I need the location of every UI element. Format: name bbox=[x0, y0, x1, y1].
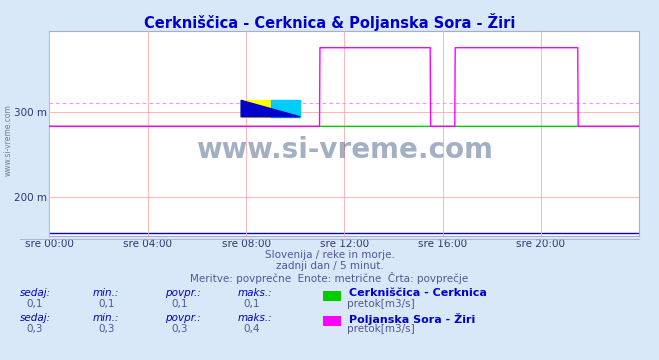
Text: 0,3: 0,3 bbox=[26, 324, 43, 334]
Text: 0,1: 0,1 bbox=[244, 299, 260, 309]
Text: www.si-vreme.com: www.si-vreme.com bbox=[196, 136, 493, 163]
Text: maks.:: maks.: bbox=[237, 288, 272, 298]
Text: povpr.:: povpr.: bbox=[165, 288, 200, 298]
Polygon shape bbox=[241, 100, 300, 117]
Text: zadnji dan / 5 minut.: zadnji dan / 5 minut. bbox=[275, 261, 384, 271]
Text: www.si-vreme.com: www.si-vreme.com bbox=[3, 104, 13, 176]
Text: pretok[m3/s]: pretok[m3/s] bbox=[347, 299, 415, 309]
Text: min.:: min.: bbox=[92, 313, 119, 323]
Text: 0,1: 0,1 bbox=[26, 299, 43, 309]
Text: 0,4: 0,4 bbox=[244, 324, 260, 334]
Text: Slovenija / reke in morje.: Slovenija / reke in morje. bbox=[264, 250, 395, 260]
FancyBboxPatch shape bbox=[241, 100, 271, 117]
Text: 0,3: 0,3 bbox=[171, 324, 188, 334]
Text: povpr.:: povpr.: bbox=[165, 313, 200, 323]
Text: pretok[m3/s]: pretok[m3/s] bbox=[347, 324, 415, 334]
FancyBboxPatch shape bbox=[271, 100, 300, 117]
Text: sedaj:: sedaj: bbox=[20, 313, 51, 323]
Text: 0,1: 0,1 bbox=[171, 299, 188, 309]
Text: Poljanska Sora - Žiri: Poljanska Sora - Žiri bbox=[349, 313, 476, 325]
Text: Meritve: povprečne  Enote: metrične  Črta: povprečje: Meritve: povprečne Enote: metrične Črta:… bbox=[190, 272, 469, 284]
Text: maks.:: maks.: bbox=[237, 313, 272, 323]
Text: min.:: min.: bbox=[92, 288, 119, 298]
Text: Cerkniščica - Cerknica: Cerkniščica - Cerknica bbox=[349, 288, 487, 298]
Text: 0,1: 0,1 bbox=[99, 299, 115, 309]
Text: Cerkniščica - Cerknica & Poljanska Sora - Žiri: Cerkniščica - Cerknica & Poljanska Sora … bbox=[144, 13, 515, 31]
Text: 0,3: 0,3 bbox=[99, 324, 115, 334]
Text: sedaj:: sedaj: bbox=[20, 288, 51, 298]
